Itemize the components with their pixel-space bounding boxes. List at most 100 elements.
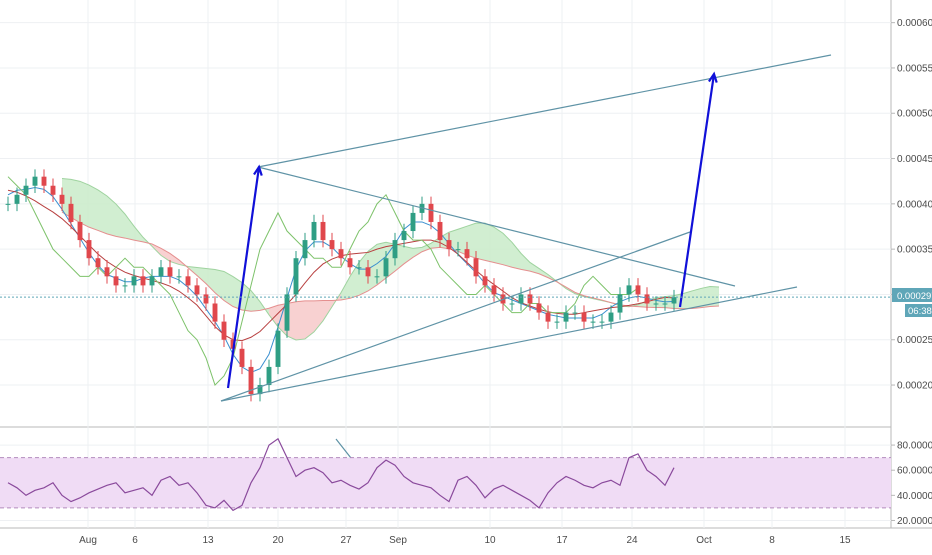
trendline-lower[interactable]: [220, 286, 798, 402]
candle-body: [455, 249, 461, 251]
arrow-up-left[interactable]: [226, 166, 261, 389]
candle-body: [59, 194, 65, 204]
main-pane[interactable]: [0, 0, 891, 424]
cloud-segment: [242, 282, 251, 312]
candle-body: [185, 276, 191, 286]
candle-body: [635, 285, 641, 295]
candle-body: [113, 276, 119, 286]
arrow-up-right-head: [708, 71, 718, 83]
candle-body: [572, 312, 578, 314]
candle-body: [509, 303, 515, 305]
candle-body: [221, 321, 227, 340]
candle-body: [302, 240, 308, 259]
time-axis-label: 24: [626, 535, 638, 546]
cloud-segment: [107, 195, 116, 237]
time-axis-label: 13: [202, 535, 214, 546]
candle-body: [212, 303, 218, 322]
trendline-inner[interactable]: [220, 231, 691, 402]
price-axis-label: 0.0003500: [897, 245, 932, 256]
candle-body: [77, 221, 83, 241]
arrow-up-left-head: [253, 164, 263, 176]
price-label-box: [892, 288, 932, 302]
cloud-segment: [134, 226, 143, 242]
candle-body: [599, 321, 605, 323]
candle-body: [374, 276, 380, 278]
candle-body: [230, 339, 236, 349]
cloud-segment: [521, 253, 530, 272]
candle-body: [428, 203, 434, 222]
cloud-segment: [683, 290, 692, 309]
candle-body: [50, 185, 56, 195]
candle-body: [338, 249, 344, 259]
candle-body: [590, 321, 596, 323]
candle-body: [158, 267, 164, 277]
cloud-segment: [125, 214, 134, 241]
price-axis-label: 0.0006000: [897, 18, 932, 29]
time-axis-label: Oct: [696, 535, 712, 546]
candle-body: [365, 267, 371, 277]
candle-body: [518, 294, 524, 304]
candle-body: [671, 297, 677, 304]
candle-body: [401, 231, 407, 241]
candle-body: [320, 221, 326, 241]
cloud-segment: [422, 243, 431, 252]
candle-body: [176, 276, 182, 278]
time-axis-label: Aug: [79, 535, 97, 546]
cloud-segment: [323, 300, 332, 321]
candle-body: [482, 276, 488, 286]
rsi-line: [7, 437, 675, 512]
trendline-upper[interactable]: [257, 166, 736, 287]
candle-body: [527, 294, 533, 304]
arrow-up-right[interactable]: [678, 73, 716, 308]
time-axis-label: 6: [132, 535, 138, 546]
candle-body: [32, 176, 38, 186]
cloud-segment: [539, 268, 548, 278]
time-axis-label: 27: [340, 535, 352, 546]
candle-body: [122, 285, 128, 287]
candle-body: [68, 203, 74, 222]
cloud-segment: [512, 242, 521, 270]
cloud-segment: [476, 223, 485, 261]
cloud-segment: [224, 271, 233, 307]
trend-drawings[interactable]: [220, 54, 832, 506]
cloud-segment: [413, 247, 422, 258]
cloud-segment: [359, 251, 368, 296]
price-axis-label: 0.0004000: [897, 199, 932, 210]
candle-body: [473, 258, 479, 277]
candle-body: [383, 258, 389, 277]
candlesticks: [5, 169, 677, 402]
axes: 0.00020000.00025000.00030000.00035000.00…: [79, 18, 932, 546]
rsi-axis-label: 80.0000: [897, 441, 932, 452]
lagging-span: [7, 176, 639, 386]
cloud-segment: [485, 223, 494, 263]
rsi-band: [0, 457, 891, 508]
candle-body: [563, 312, 569, 322]
candle-body: [644, 294, 650, 304]
candle-body: [626, 285, 632, 295]
time-axis-label: 20: [272, 535, 284, 546]
candle-body: [140, 276, 146, 286]
price-axis-label: 0.0002000: [897, 381, 932, 392]
cloud-segment: [530, 262, 539, 274]
candle-body: [293, 258, 299, 295]
candle-body: [5, 203, 11, 205]
countdown-label: 06:38: [908, 306, 932, 317]
candle-body: [491, 285, 497, 295]
cloud-segment: [350, 262, 359, 299]
rsi-axis-label: 20.0000: [897, 516, 932, 527]
cloud-segment: [89, 185, 98, 231]
candle-body: [104, 267, 110, 277]
cloud-segment: [692, 288, 701, 309]
trendline-target[interactable]: [257, 54, 832, 168]
cloud-segment: [305, 300, 314, 339]
cloud-segment: [251, 290, 260, 312]
candle-body: [617, 294, 623, 313]
leading-span-b: [61, 211, 720, 312]
candle-body: [536, 303, 542, 313]
price-axis-label: 0.0005500: [897, 63, 932, 74]
cloud-segment: [503, 233, 512, 268]
candle-body: [464, 249, 470, 259]
rsi-axis-label: 60.0000: [897, 466, 932, 477]
candle-body: [554, 321, 560, 323]
